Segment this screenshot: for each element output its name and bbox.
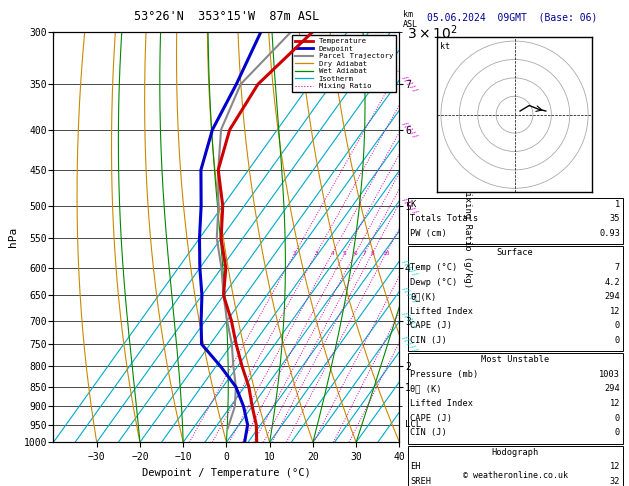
Text: 12: 12 [610,307,620,316]
Text: K: K [410,200,415,209]
Text: /////: ///// [401,258,419,278]
Text: 0.93: 0.93 [599,229,620,238]
Text: Dewp (°C): Dewp (°C) [410,278,457,287]
Text: 53°26'N  353°15'W  87m ASL: 53°26'N 353°15'W 87m ASL [134,10,319,23]
Text: 3: 3 [314,251,318,256]
Text: 4: 4 [330,251,334,256]
Y-axis label: Mixing Ratio (g/kg): Mixing Ratio (g/kg) [463,186,472,288]
Text: CAPE (J): CAPE (J) [410,414,452,423]
Text: /////: ///// [401,285,419,305]
Text: Hodograph: Hodograph [491,448,539,457]
Text: /////: ///// [401,120,419,140]
Text: © weatheronline.co.uk: © weatheronline.co.uk [463,471,567,480]
Text: 32: 32 [610,477,620,486]
Text: 12: 12 [610,462,620,471]
Text: CAPE (J): CAPE (J) [410,321,452,330]
Text: /////: ///// [401,74,419,94]
Legend: Temperature, Dewpoint, Parcel Trajectory, Dry Adiabat, Wet Adiabat, Isotherm, Mi: Temperature, Dewpoint, Parcel Trajectory… [292,35,396,92]
Text: SREH: SREH [410,477,431,486]
X-axis label: Dewpoint / Temperature (°C): Dewpoint / Temperature (°C) [142,468,311,478]
Text: 6: 6 [353,251,357,256]
Text: 1003: 1003 [599,370,620,379]
Text: 294: 294 [604,292,620,301]
Text: 2: 2 [293,251,296,256]
Text: 8: 8 [370,251,374,256]
Text: 4.2: 4.2 [604,278,620,287]
Text: PW (cm): PW (cm) [410,229,447,238]
Text: 0: 0 [615,414,620,423]
Text: 0: 0 [615,321,620,330]
Y-axis label: hPa: hPa [8,227,18,247]
Text: Lifted Index: Lifted Index [410,399,473,408]
Text: 294: 294 [604,384,620,394]
Text: Temp (°C): Temp (°C) [410,263,457,272]
Text: 10: 10 [382,251,389,256]
Text: 5: 5 [343,251,347,256]
Text: 1: 1 [615,200,620,209]
Text: CIN (J): CIN (J) [410,428,447,437]
Text: 0: 0 [615,336,620,345]
Text: kt: kt [440,42,450,51]
Text: θᴄ(K): θᴄ(K) [410,292,437,301]
Text: CIN (J): CIN (J) [410,336,447,345]
Text: /////: ///// [401,334,419,354]
Text: LCL: LCL [405,420,421,429]
Text: 35: 35 [610,214,620,224]
Text: Surface: Surface [497,248,533,258]
Text: /////: ///// [401,196,419,216]
Text: Pressure (mb): Pressure (mb) [410,370,479,379]
Text: Totals Totals: Totals Totals [410,214,479,224]
Text: Lifted Index: Lifted Index [410,307,473,316]
Text: 7: 7 [362,251,366,256]
Text: 12: 12 [610,399,620,408]
Text: θᴄ (K): θᴄ (K) [410,384,442,394]
Text: Most Unstable: Most Unstable [481,355,549,364]
Text: km
ASL: km ASL [403,10,418,29]
Text: 05.06.2024  09GMT  (Base: 06): 05.06.2024 09GMT (Base: 06) [428,13,598,23]
Text: 0: 0 [615,428,620,437]
Text: EH: EH [410,462,421,471]
Text: /////: ///// [401,311,419,330]
Text: 7: 7 [615,263,620,272]
